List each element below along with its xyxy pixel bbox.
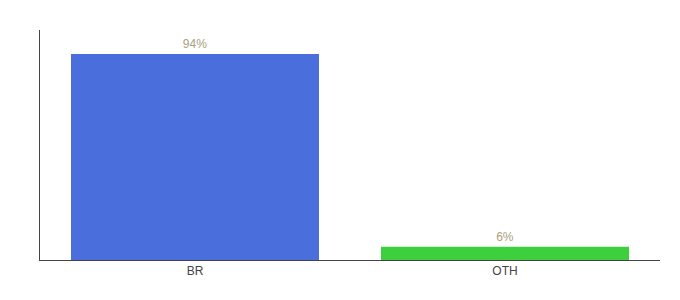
svg-text:6%: 6% bbox=[496, 230, 514, 244]
svg-text:BR: BR bbox=[187, 264, 204, 278]
svg-text:OTH: OTH bbox=[492, 264, 517, 278]
svg-text:94%: 94% bbox=[183, 37, 207, 51]
